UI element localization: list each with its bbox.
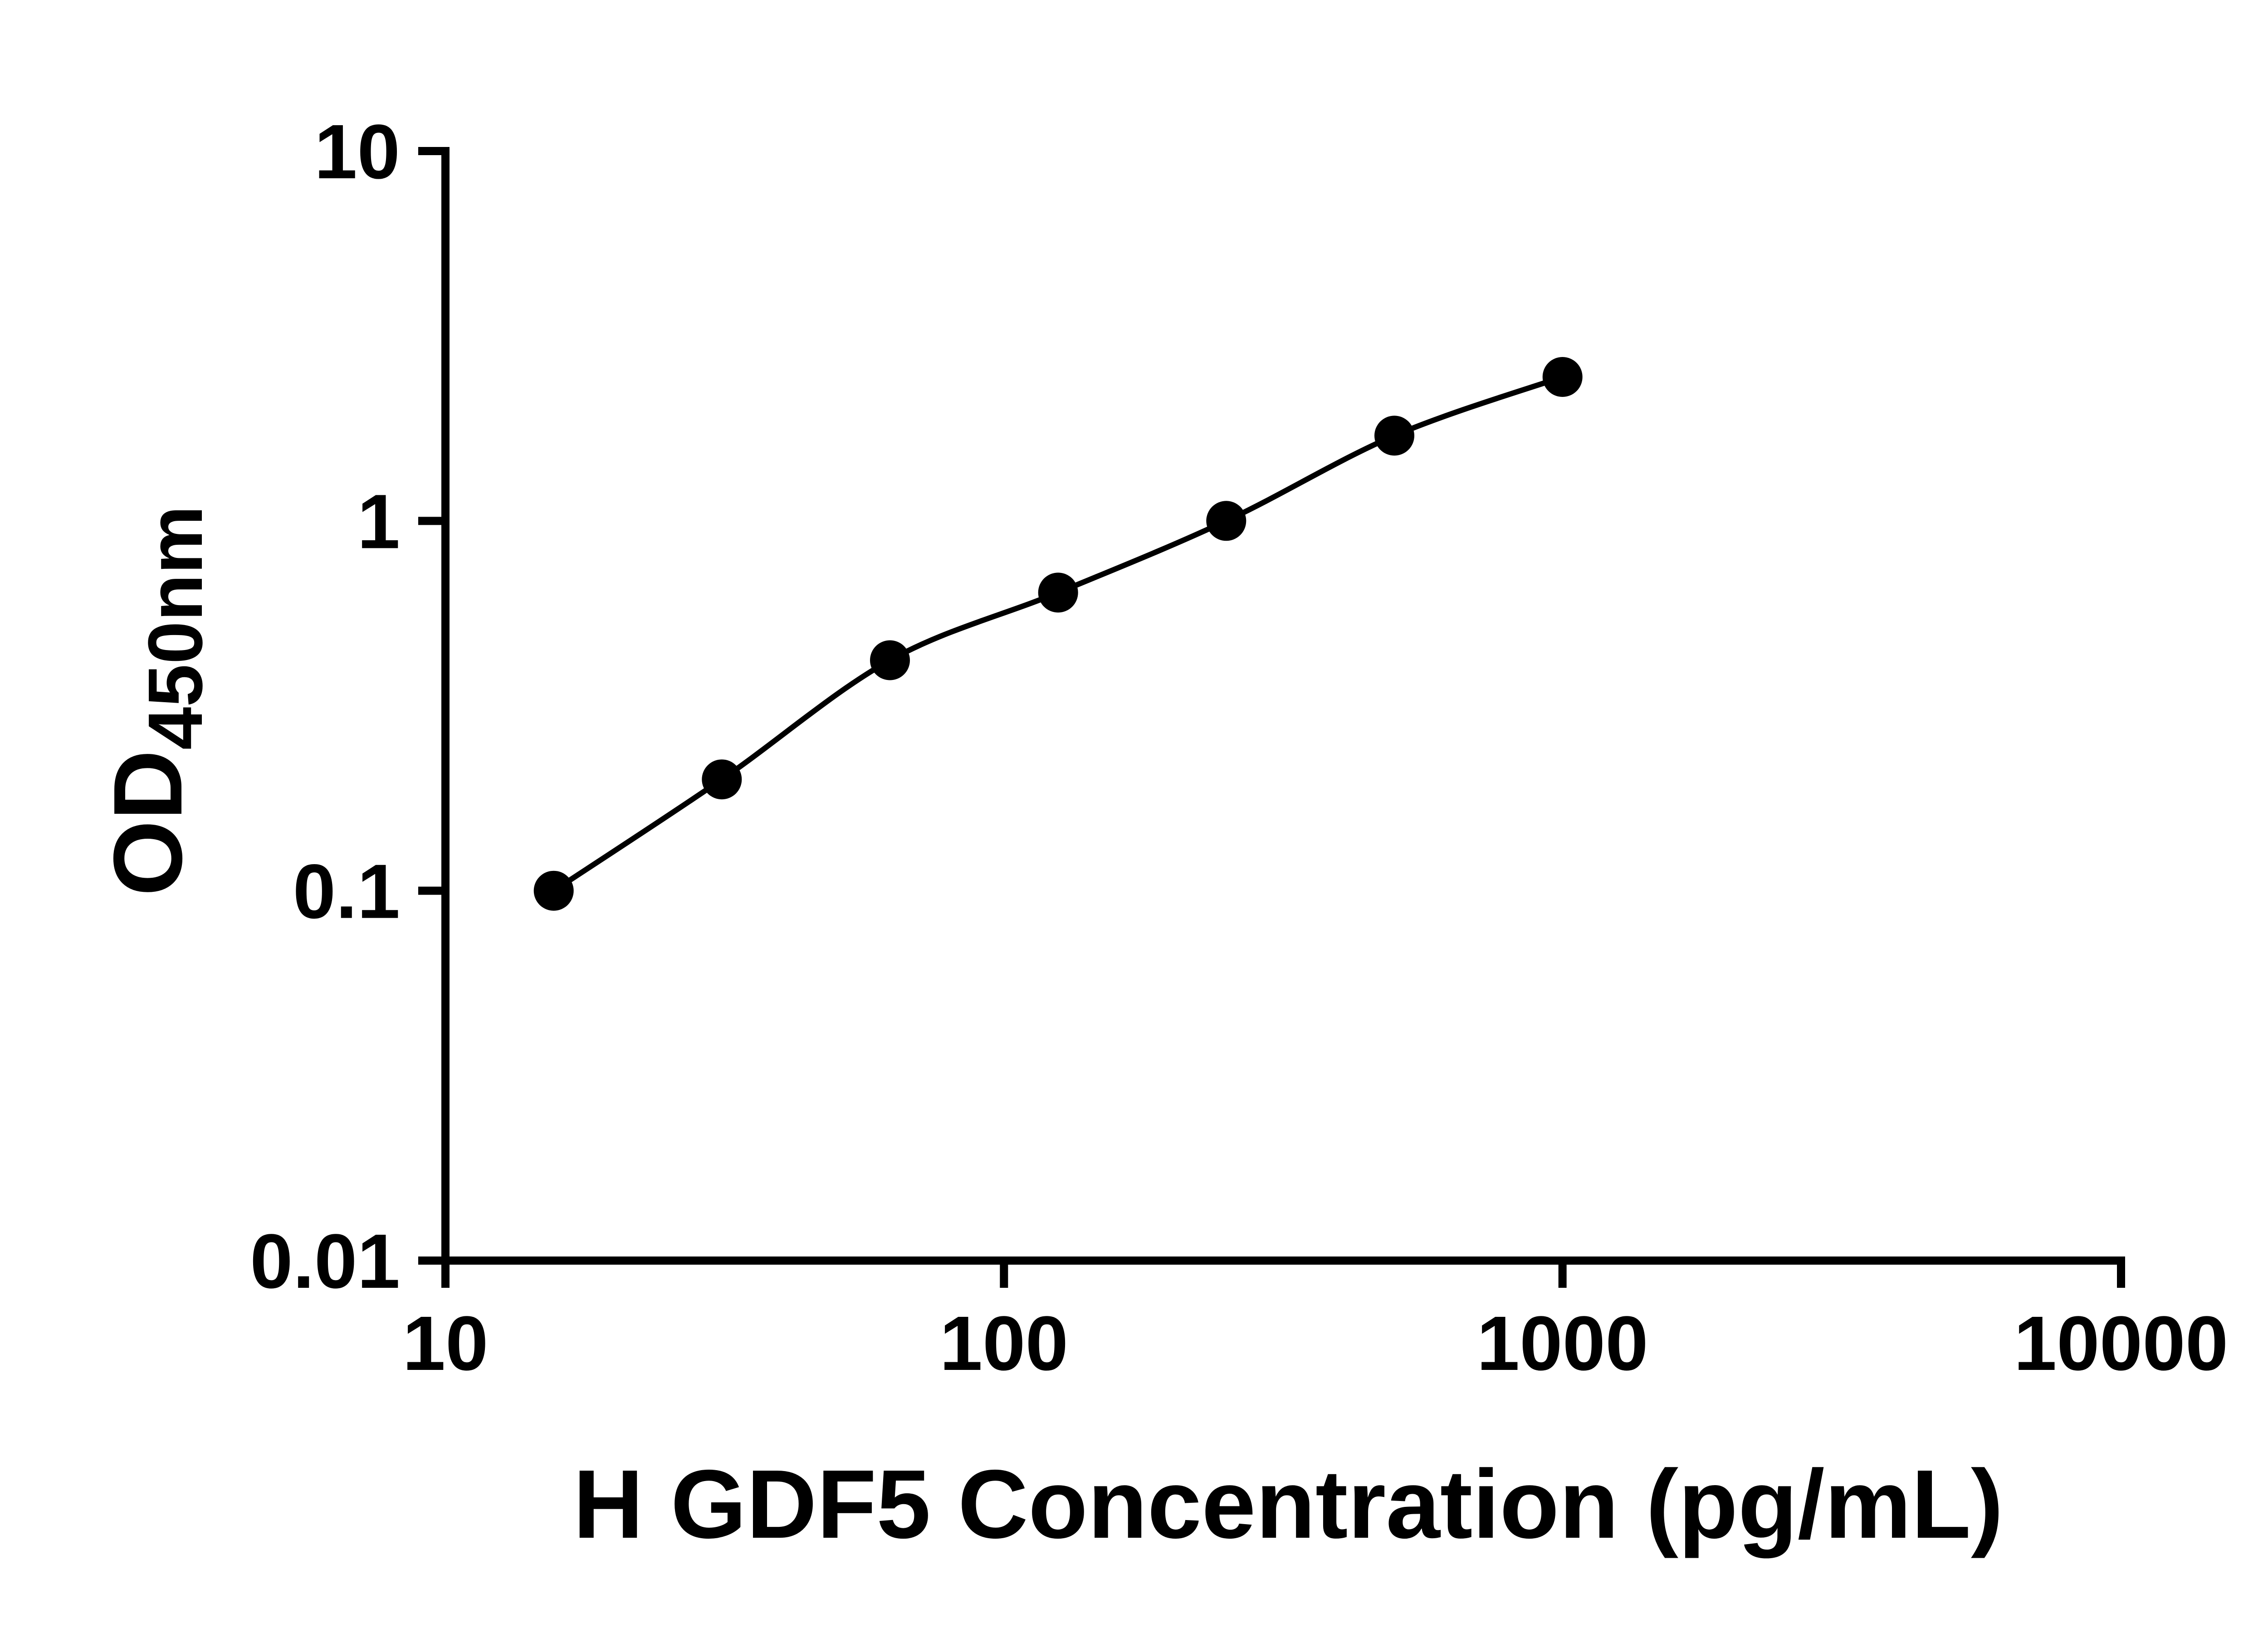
x-tick-label: 10000 [2014, 1301, 2229, 1387]
data-point [533, 870, 574, 911]
data-point [1542, 357, 1583, 397]
x-tick-label: 10 [402, 1301, 488, 1387]
y-axis-title-base: OD [93, 750, 202, 896]
plot-layer [533, 357, 1583, 911]
data-point [1374, 416, 1414, 456]
y-tick-label: 0.01 [250, 1218, 400, 1305]
y-tick-label: 10 [314, 109, 400, 195]
y-tick-label: 0.1 [293, 849, 400, 935]
data-point [1038, 572, 1078, 613]
x-tick-label: 1000 [1477, 1301, 1648, 1387]
y-tick-label: 1 [357, 479, 400, 565]
y-axis-title-subscript: 450nm [132, 505, 219, 750]
data-point [702, 759, 742, 800]
x-tick-label: 100 [940, 1301, 1069, 1387]
x-axis-title: H GDF5 Concentration (pg/mL) [573, 1449, 2003, 1559]
data-point [1206, 501, 1246, 541]
y-axis-title: OD450nm [93, 505, 219, 896]
data-point [870, 640, 910, 680]
